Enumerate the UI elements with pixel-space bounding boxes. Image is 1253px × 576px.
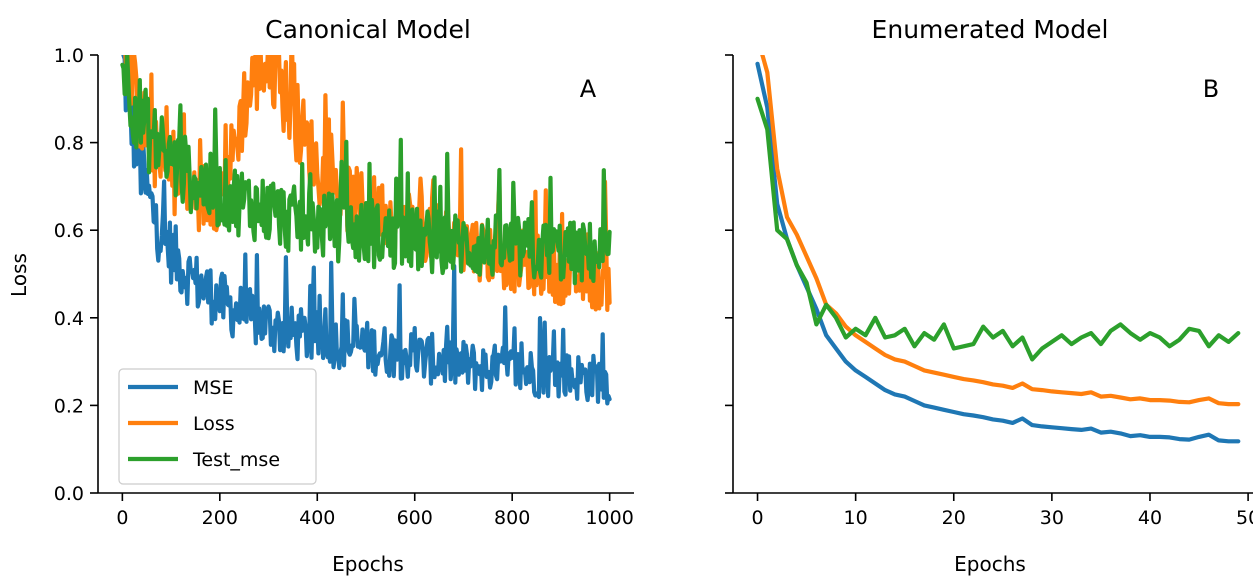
series-line-mse [755, 61, 1241, 444]
x-tick-label: 1000 [585, 507, 633, 529]
y-tick-label: 0.8 [54, 133, 84, 155]
legend: MSE Loss Test_mse [118, 368, 317, 485]
series-line-loss [760, 55, 1241, 407]
x-axis-label-enumerated: Epochs [954, 552, 1026, 576]
plot-area [120, 55, 612, 406]
legend-entry: Loss [193, 413, 235, 435]
x-tick-label: 400 [299, 507, 335, 529]
legend-entry: MSE [193, 377, 233, 399]
y-tick-label: 0.6 [54, 220, 84, 242]
x-tick-label: 20 [942, 507, 966, 529]
series-line-test-mse [120, 55, 612, 286]
x-tick-label: 50 [1236, 507, 1253, 529]
y-tick-label: 0.2 [54, 395, 84, 417]
x-tick-label: 40 [1138, 507, 1162, 529]
panel-label-b: B [1203, 75, 1219, 103]
y-tick-label: 0.4 [54, 308, 84, 330]
panel-canonical: Canonical Model A Epochs Loss 0 200 400 600… [7, 15, 634, 576]
plot-area [755, 55, 1241, 444]
x-tick-label: 0 [116, 507, 128, 529]
chart-title-canonical: Canonical Model [265, 15, 471, 44]
x-tick-label: 800 [494, 507, 530, 529]
series-line-test-mse [755, 96, 1241, 362]
x-tick-label: 10 [844, 507, 868, 529]
legend-box [118, 368, 317, 485]
series-line-mse [121, 55, 612, 406]
x-axis-label-canonical: Epochs [332, 552, 404, 576]
y-tick-label: 1.0 [54, 45, 84, 67]
y-axis-label: Loss [7, 253, 31, 297]
legend-entry: Test_mse [192, 449, 280, 471]
x-tick-label: 0 [751, 507, 763, 529]
x-tick-label: 200 [202, 507, 238, 529]
panel-enumerated: Enumerated Model B Epochs 0 10 20 30 40 50 [725, 15, 1253, 576]
x-tick-label: 30 [1040, 507, 1064, 529]
x-tick-label: 600 [397, 507, 433, 529]
y-tick-label: 0.0 [54, 483, 84, 505]
panel-label-a: A [580, 75, 597, 103]
chart-title-enumerated: Enumerated Model [872, 15, 1109, 44]
